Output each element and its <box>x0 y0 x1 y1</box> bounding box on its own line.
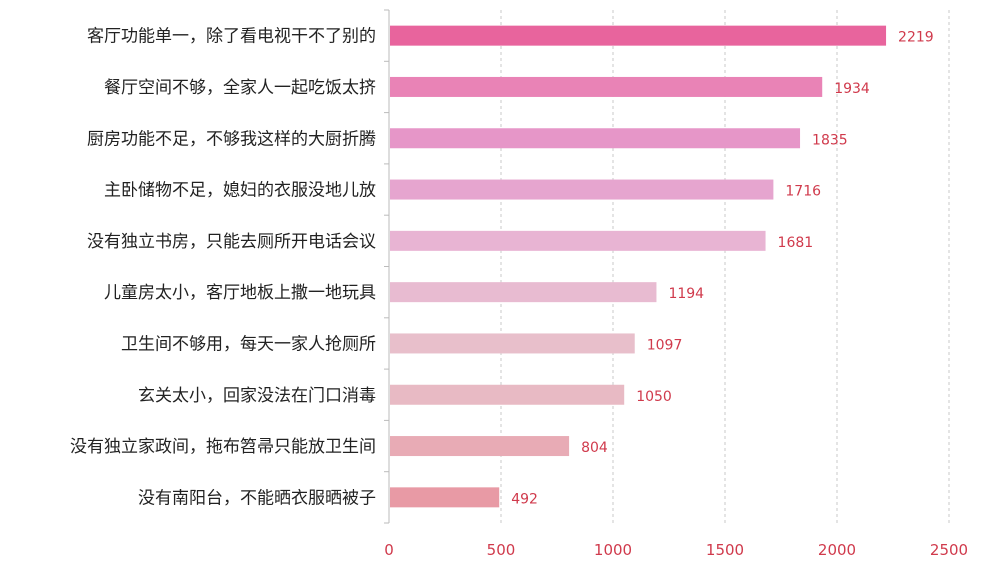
x-tick-label: 1500 <box>706 541 744 559</box>
bar <box>390 230 766 251</box>
x-tick-label: 1000 <box>594 541 632 559</box>
data-label: 1681 <box>778 235 814 251</box>
bar <box>390 76 823 97</box>
data-label: 1194 <box>668 286 704 302</box>
bar <box>390 333 635 354</box>
category-label: 卫生间不够用，每天一家人抢厕所 <box>121 334 376 354</box>
data-label: 1050 <box>636 389 672 405</box>
data-label: 1716 <box>785 184 821 200</box>
bar <box>390 487 500 508</box>
category-label: 儿童房太小，客厅地板上撒一地玩具 <box>104 283 376 303</box>
bar <box>390 128 801 149</box>
bar <box>390 25 887 46</box>
category-label: 没有独立家政间，拖布笤帚只能放卫生间 <box>70 437 376 457</box>
data-label: 1934 <box>834 81 870 97</box>
data-label: 492 <box>511 491 538 507</box>
category-label: 客厅功能单一，除了看电视干不了别的 <box>87 27 376 47</box>
bar <box>390 436 570 457</box>
data-label: 804 <box>581 440 608 456</box>
bar <box>390 282 657 303</box>
category-label: 主卧储物不足，媳妇的衣服没地儿放 <box>104 181 376 201</box>
bar <box>390 384 625 405</box>
category-label: 没有南阳台，不能晒衣服晒被子 <box>138 488 376 508</box>
x-tick-label: 500 <box>487 541 516 559</box>
data-label: 2219 <box>898 30 934 46</box>
category-label: 没有独立书房，只能去厕所开电话会议 <box>87 232 376 252</box>
data-label: 1097 <box>647 337 683 353</box>
data-label: 1835 <box>812 132 848 148</box>
bar <box>390 179 774 200</box>
x-tick-label: 2500 <box>930 541 968 559</box>
category-label: 玄关太小，回家没法在门口消毒 <box>138 386 376 406</box>
category-label: 厨房功能不足，不够我这样的大厨折腾 <box>87 129 376 149</box>
x-tick-label: 0 <box>384 541 394 559</box>
x-tick-label: 2000 <box>818 541 856 559</box>
category-label: 餐厅空间不够，全家人一起吃饭太挤 <box>104 78 376 98</box>
